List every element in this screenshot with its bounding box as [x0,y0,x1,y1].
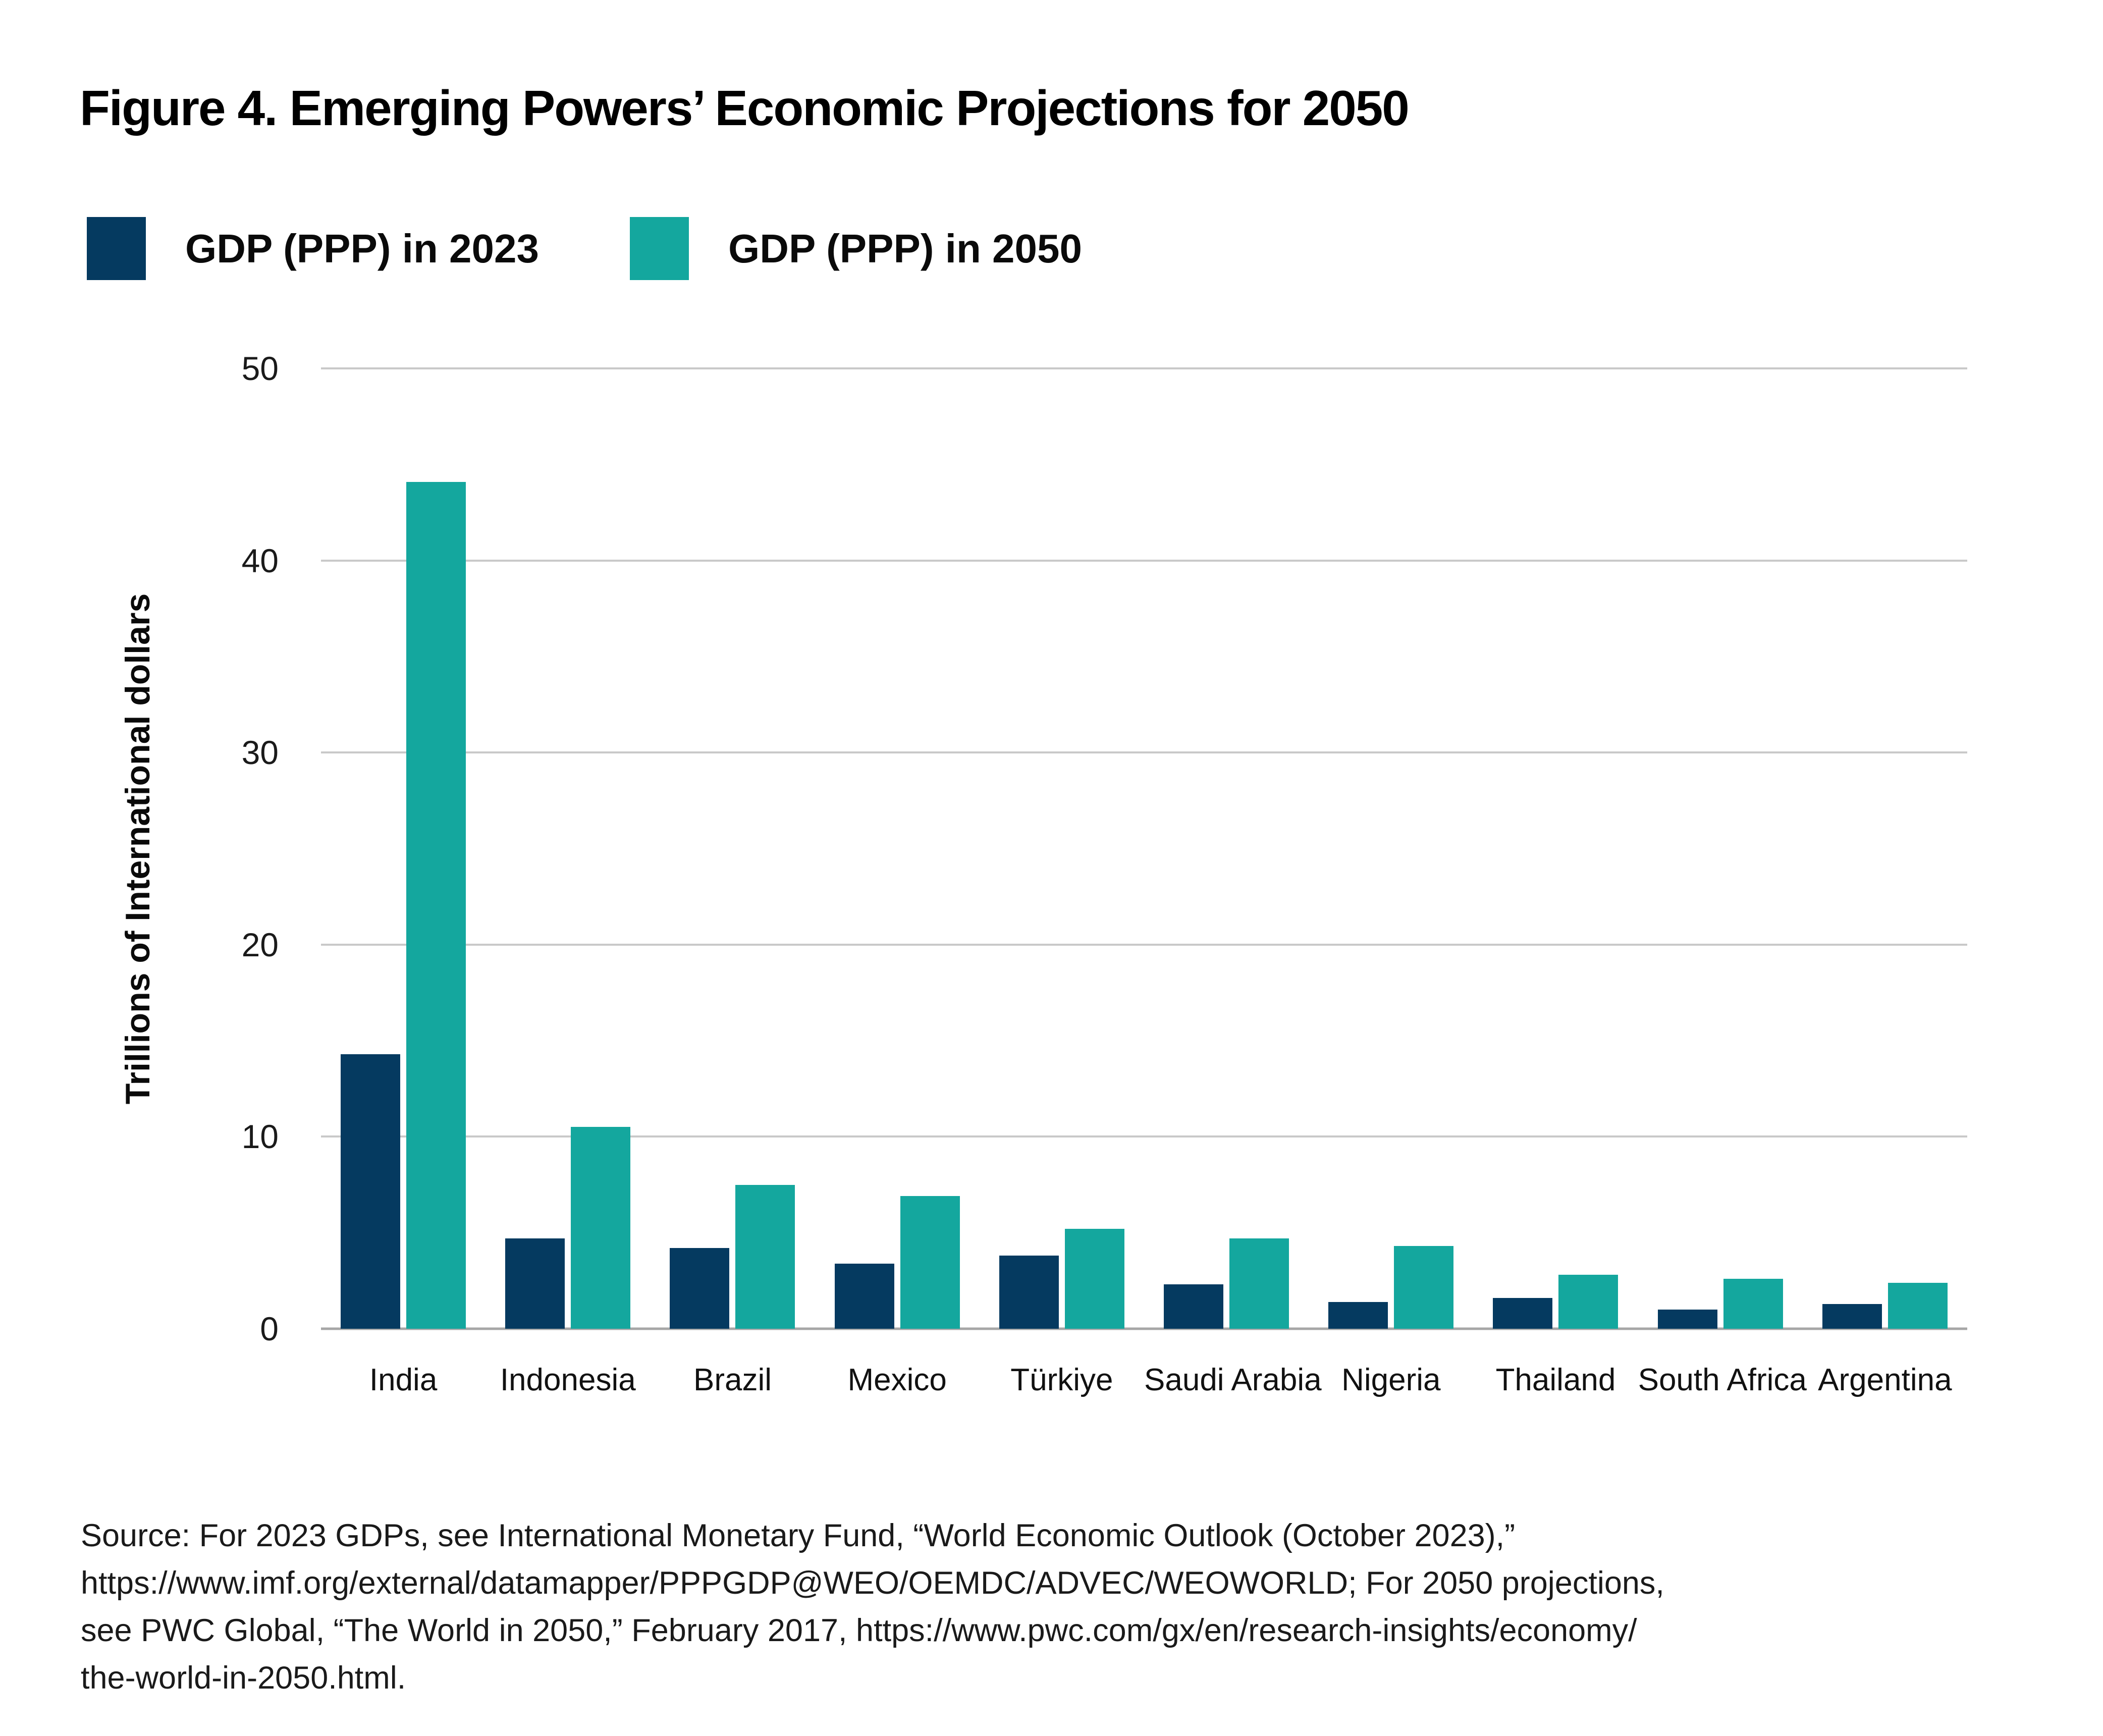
bar-group-türkiye: Türkiye [980,368,1144,1397]
bar-2023-saudi-arabia [1164,1284,1223,1329]
source-line: Source: For 2023 GDPs, see International… [81,1518,1516,1553]
legend-item-2023: GDP (PPP) in 2023 [87,217,539,280]
y-tick-10: 10 [241,1118,279,1156]
bar-2050-türkiye [1064,1229,1124,1329]
y-tick-0: 0 [260,1310,279,1347]
legend-swatch-2050 [630,217,689,280]
source-line: the-world-in-2050.html. [81,1660,406,1696]
x-label-mexico: Mexico [847,1363,947,1397]
gridline-50 [321,367,1967,369]
y-tick-40: 40 [241,541,279,579]
legend-label-2050: GDP (PPP) in 2050 [728,226,1083,271]
source-line: see PWC Global, “The World in 2050,” Feb… [81,1613,1637,1648]
bar-2050-nigeria [1394,1246,1454,1329]
x-label-saudi-arabia: Saudi Arabia [1144,1363,1322,1397]
bar-2050-argentina [1888,1282,1948,1329]
bar-group-india: India [321,368,486,1397]
x-axis-baseline [321,1327,1967,1330]
bar-2023-india [341,1054,400,1329]
source-note: Source: For 2023 GDPs, see International… [81,1512,1664,1702]
bar-2050-brazil [735,1184,795,1329]
bar-2050-indonesia [571,1127,631,1329]
bar-group-saudi-arabia: Saudi Arabia [1144,368,1322,1397]
bar-group-indonesia: Indonesia [486,368,650,1397]
bar-group-mexico: Mexico [815,368,980,1397]
gridline-10 [321,1135,1967,1138]
y-tick-30: 30 [241,734,279,772]
y-tick-50: 50 [241,350,279,387]
bar-2050-mexico [900,1196,960,1329]
bar-group-brazil: Brazil [650,368,815,1397]
gridline-40 [321,559,1967,562]
bar-2023-nigeria [1328,1301,1388,1329]
legend-item-2050: GDP (PPP) in 2050 [630,217,1082,280]
bar-2023-brazil [670,1248,730,1329]
bar-2023-argentina [1822,1304,1882,1329]
x-label-türkiye: Türkiye [1010,1363,1113,1397]
bar-group-nigeria: Nigeria [1309,368,1473,1397]
bar-2023-thailand [1493,1298,1553,1329]
plot-area: Trillions of International dollars 0 10 20… [119,350,1967,1397]
bar-group-argentina: Argentina [1803,368,1967,1397]
x-label-nigeria: Nigeria [1341,1363,1441,1397]
x-label-south-africa: South Africa [1638,1363,1807,1397]
y-axis-title: Trillions of International dollars [119,593,157,1104]
x-label-thailand: Thailand [1495,1363,1616,1397]
bar-2023-south-africa [1657,1309,1717,1329]
bar-group-thailand: Thailand [1473,368,1638,1397]
figure-title: Figure 4. Emerging Powers’ Economic Proj… [80,80,1410,136]
bar-2050-saudi-arabia [1229,1238,1289,1329]
gridline-20 [321,943,1967,946]
bar-2023-türkiye [999,1256,1059,1329]
x-label-india: India [369,1363,438,1397]
x-label-indonesia: Indonesia [500,1363,636,1397]
bar-2050-thailand [1558,1275,1619,1329]
y-tick-20: 20 [241,926,279,963]
bar-2023-indonesia [505,1238,565,1329]
bar-2023-mexico [834,1263,894,1329]
x-label-argentina: Argentina [1818,1363,1952,1397]
gridline-30 [321,751,1967,754]
x-label-brazil: Brazil [693,1363,772,1397]
bar-2050-india [406,481,466,1329]
bar-2050-south-africa [1723,1279,1783,1329]
source-line: https://www.imf.org/external/datamapper/… [81,1565,1664,1601]
bar-group-south-africa: South Africa [1638,368,1807,1397]
legend-swatch-2023 [87,217,146,280]
legend-label-2023: GDP (PPP) in 2023 [185,226,540,271]
